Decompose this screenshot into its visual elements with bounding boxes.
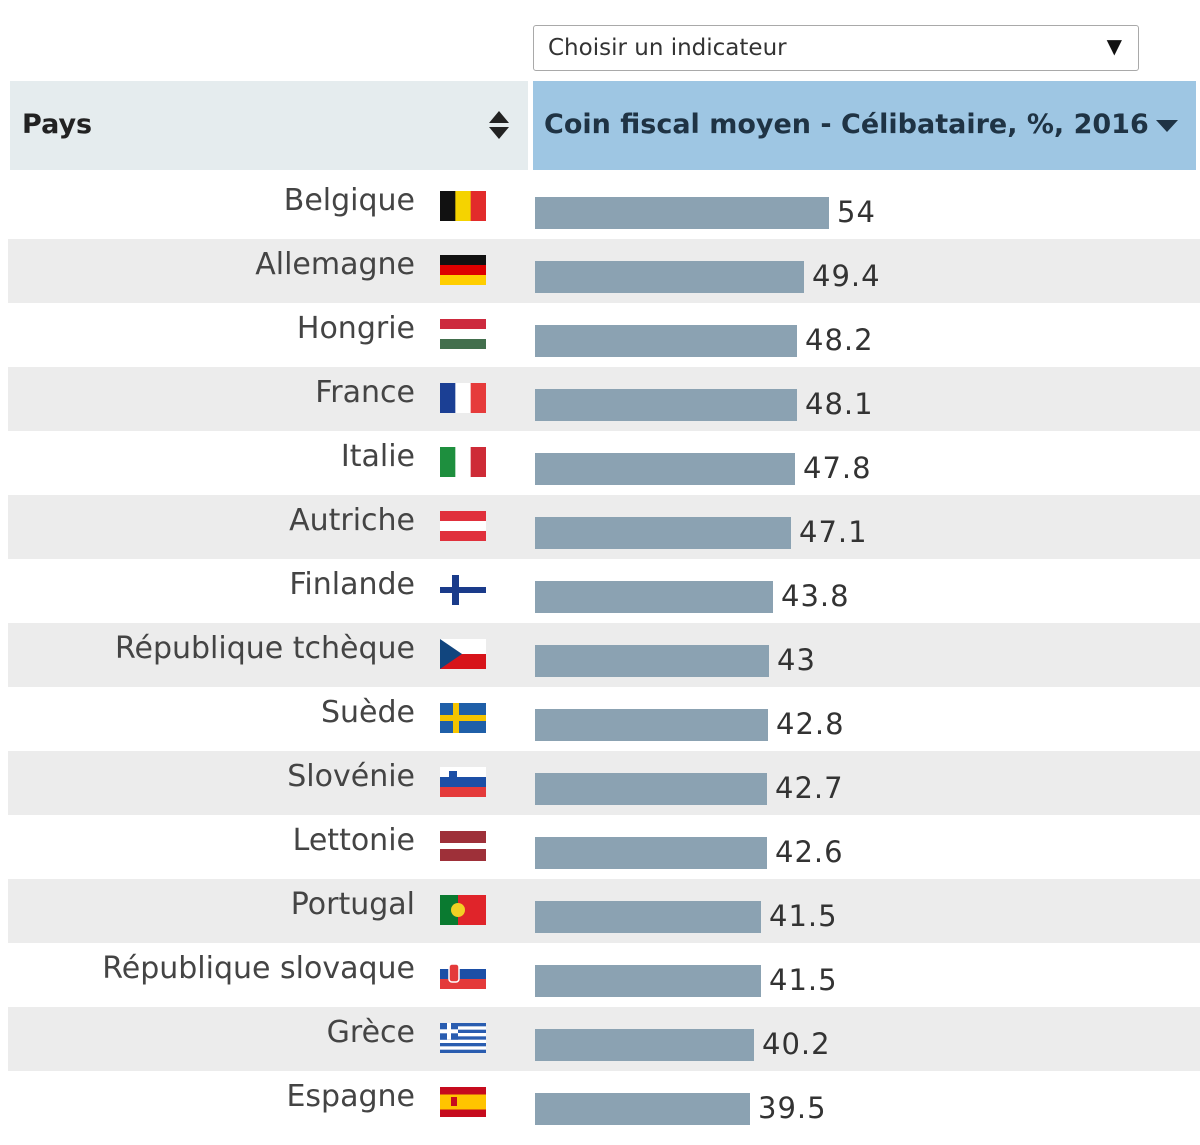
- data-label: 42.7: [775, 771, 844, 805]
- country-label: Belgique: [283, 183, 415, 218]
- data-label: 47.1: [799, 515, 868, 549]
- table-row: République slovaque 41.5: [8, 943, 1200, 1007]
- data-label: 47.8: [803, 451, 872, 485]
- bar[interactable]: [535, 709, 768, 741]
- table-row: Italie 47.8: [8, 431, 1200, 495]
- bar[interactable]: [535, 1093, 750, 1125]
- flag-slovakia-icon: [440, 959, 486, 989]
- flag-france-icon: [440, 383, 486, 413]
- country-label: France: [315, 375, 415, 410]
- data-label: 54: [837, 195, 876, 229]
- country-label: Espagne: [286, 1079, 415, 1114]
- data-label: 43.8: [781, 579, 850, 613]
- bar[interactable]: [535, 389, 797, 421]
- country-label: Finlande: [289, 567, 415, 602]
- country-label: République slovaque: [102, 951, 415, 986]
- flag-belgium-icon: [440, 191, 486, 221]
- table-row: Portugal 41.5: [8, 879, 1200, 943]
- bar[interactable]: [535, 901, 761, 933]
- indicator-select-label: Choisir un indicateur: [548, 35, 787, 61]
- data-label: 41.5: [769, 899, 838, 933]
- country-label: Slovénie: [287, 759, 415, 794]
- data-label: 48.1: [805, 387, 874, 421]
- data-label: 39.5: [758, 1091, 827, 1125]
- country-label: Suède: [320, 695, 415, 730]
- bar[interactable]: [535, 197, 829, 229]
- flag-czech-republic-icon: [440, 639, 486, 669]
- flag-latvia-icon: [440, 831, 486, 861]
- country-label: Grèce: [326, 1015, 415, 1050]
- flag-germany-icon: [440, 255, 486, 285]
- bar[interactable]: [535, 773, 767, 805]
- data-label: 43: [777, 643, 816, 677]
- data-label: 42.6: [775, 835, 844, 869]
- country-label: Autriche: [289, 503, 415, 538]
- flag-portugal-icon: [440, 895, 486, 925]
- flag-italy-icon: [440, 447, 486, 477]
- indicator-select[interactable]: Choisir un indicateur ▼: [533, 25, 1139, 71]
- country-label: Allemagne: [255, 247, 415, 282]
- flag-sweden-icon: [440, 703, 486, 733]
- table-row: Finlande 43.8: [8, 559, 1200, 623]
- column-header-country[interactable]: Pays: [10, 81, 528, 170]
- bar[interactable]: [535, 581, 773, 613]
- sort-icon[interactable]: [488, 110, 510, 140]
- column-header-country-label: Pays: [22, 109, 93, 140]
- country-label: Lettonie: [292, 823, 415, 858]
- bar[interactable]: [535, 517, 791, 549]
- column-header-indicator[interactable]: Coin fiscal moyen - Célibataire, %, 2016: [533, 81, 1196, 170]
- sort-descending-caret-icon[interactable]: [1156, 120, 1178, 132]
- country-label: Italie: [340, 439, 415, 474]
- bar[interactable]: [535, 837, 767, 869]
- bar[interactable]: [535, 261, 804, 293]
- data-label: 42.8: [776, 707, 845, 741]
- flag-finland-icon: [440, 575, 486, 605]
- data-label: 48.2: [805, 323, 874, 357]
- table-row: Suède 42.8: [8, 687, 1200, 751]
- flag-hungary-icon: [440, 319, 486, 349]
- bar[interactable]: [535, 453, 795, 485]
- table-row: France 48.1: [8, 367, 1200, 431]
- dropdown-arrow-icon: ▼: [1106, 34, 1122, 58]
- country-label: République tchèque: [114, 631, 415, 666]
- bar[interactable]: [535, 325, 797, 357]
- flag-slovenia-icon: [440, 767, 486, 797]
- table-row: Hongrie 48.2: [8, 303, 1200, 367]
- table-row: Espagne 39.5: [8, 1071, 1200, 1135]
- bar[interactable]: [535, 965, 761, 997]
- bar[interactable]: [535, 1029, 754, 1061]
- table-row: Lettonie 42.6: [8, 815, 1200, 879]
- data-label: 40.2: [762, 1027, 831, 1061]
- data-label: 41.5: [769, 963, 838, 997]
- table-row: Allemagne 49.4: [8, 239, 1200, 303]
- table-row: Slovénie 42.7: [8, 751, 1200, 815]
- flag-austria-icon: [440, 511, 486, 541]
- table-row: République tchèque 43: [8, 623, 1200, 687]
- column-header-indicator-label: Coin fiscal moyen - Célibataire, %, 2016: [544, 109, 1149, 140]
- flag-greece-icon: [440, 1023, 486, 1053]
- table-row: Belgique 54: [8, 175, 1200, 239]
- country-label: Hongrie: [296, 311, 415, 346]
- flag-spain-icon: [440, 1087, 486, 1117]
- bar[interactable]: [535, 645, 769, 677]
- country-label: Portugal: [290, 887, 415, 922]
- table-row: Grèce 40.2: [8, 1007, 1200, 1071]
- table-row: Autriche 47.1: [8, 495, 1200, 559]
- data-label: 49.4: [812, 259, 881, 293]
